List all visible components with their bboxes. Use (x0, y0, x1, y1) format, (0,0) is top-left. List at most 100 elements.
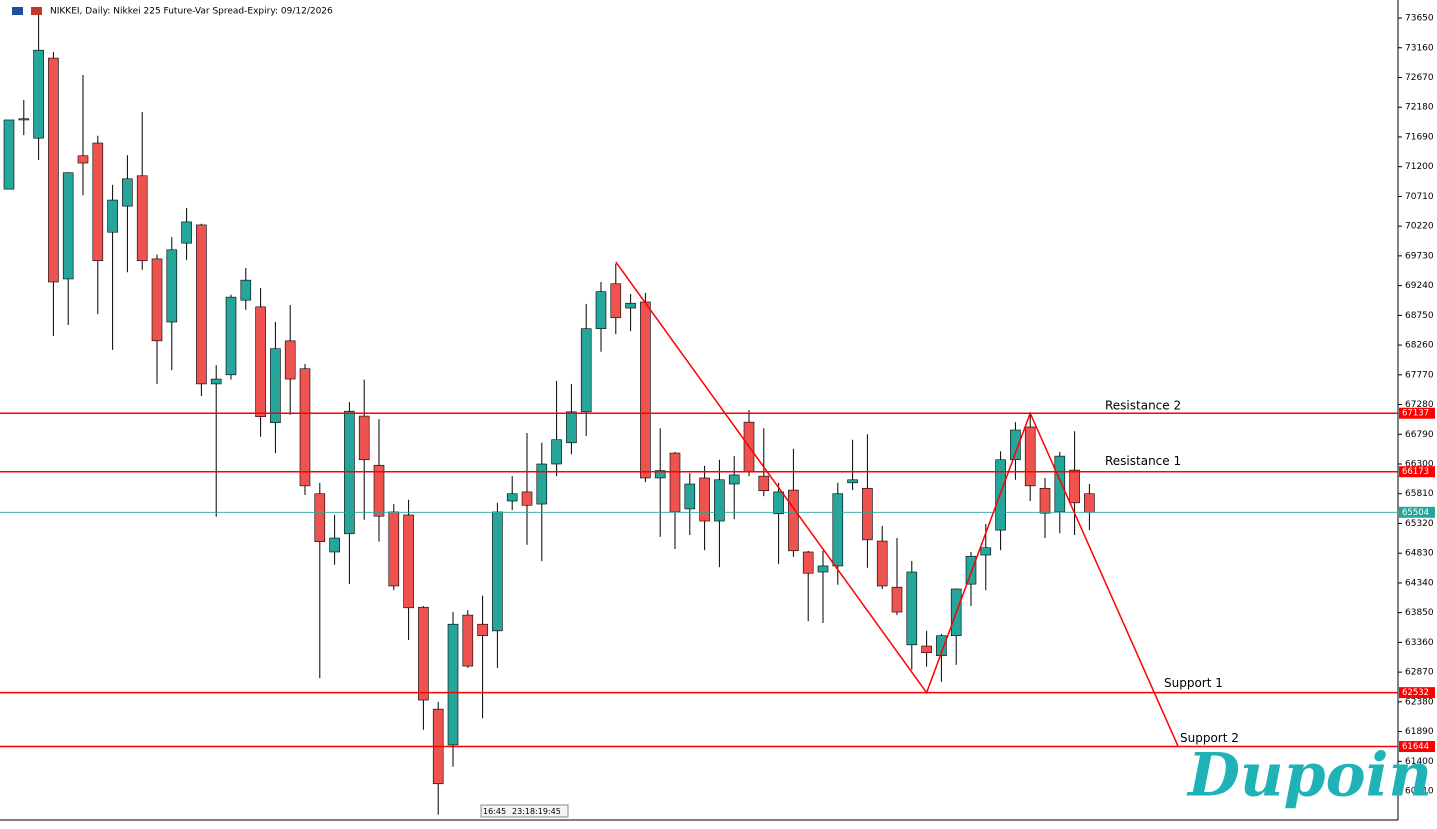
candle-body (788, 489, 799, 552)
watermark: Dupoin (1186, 741, 1432, 811)
y-tick-label: 68750 (1405, 311, 1434, 321)
y-tick-label: 69730 (1405, 251, 1434, 261)
candle-body (891, 586, 903, 613)
candle-body (358, 415, 370, 461)
candle-body (980, 547, 992, 556)
candle-body (610, 283, 622, 319)
candle-body (284, 340, 296, 380)
y-tick-label: 71200 (1405, 162, 1434, 172)
level-price-box (1399, 741, 1435, 753)
y-tick-label: 60910 (1405, 787, 1434, 797)
y-tick-label: 66790 (1405, 430, 1434, 440)
candle-body (477, 623, 488, 637)
level-label: Support 1 (1164, 676, 1223, 690)
y-tick-label: 67280 (1405, 400, 1434, 410)
candle-body (699, 477, 710, 522)
y-tick-label: 62380 (1405, 697, 1434, 707)
candle-body (210, 378, 222, 385)
y-tick-label: 62870 (1405, 668, 1434, 678)
level-price-box (1399, 407, 1435, 419)
candle-body (329, 537, 340, 553)
level-label: Resistance 2 (1105, 399, 1181, 413)
candle-body (566, 411, 577, 444)
last-price-box (1399, 506, 1435, 518)
candle-body (802, 551, 814, 574)
y-tick-label: 66300 (1405, 460, 1434, 470)
y-tick-label: 64340 (1405, 578, 1434, 588)
candle-body (270, 348, 281, 424)
level-price-box (1399, 687, 1435, 699)
candle-body (1024, 426, 1036, 487)
candle-body (965, 555, 977, 585)
candle-body (506, 493, 518, 502)
candle-body (773, 491, 784, 515)
level-price-label: 62532 (1402, 688, 1429, 698)
menu-icon (12, 7, 23, 15)
candle-body (33, 49, 44, 139)
candle-body (388, 511, 400, 587)
candle-body (107, 199, 118, 233)
timer-box (480, 804, 569, 818)
level-label: Resistance 1 (1105, 454, 1181, 468)
candle-body (758, 475, 770, 492)
y-tick-label: 71690 (1405, 132, 1434, 142)
y-tick-label: 70220 (1405, 222, 1434, 232)
candle-body (669, 452, 681, 513)
y-tick-label: 69240 (1405, 281, 1434, 291)
candle-body (1039, 487, 1051, 514)
candle-body (344, 410, 355, 535)
timer-time: 16:45 (483, 807, 506, 816)
candle-body (122, 178, 133, 207)
candle-body (832, 493, 844, 567)
candle-body (580, 328, 592, 413)
candle-body (921, 645, 932, 654)
candle-body (521, 491, 533, 506)
candle-body (847, 479, 858, 484)
candle-body (18, 118, 30, 121)
y-tick-label: 72180 (1405, 103, 1434, 113)
candle-body (625, 302, 636, 309)
y-tick-label: 63360 (1405, 638, 1434, 648)
candle-body (876, 540, 888, 587)
candle-body (314, 493, 326, 542)
level-price-box (1399, 466, 1435, 478)
candle-body (77, 155, 89, 164)
y-tick-label: 61890 (1405, 727, 1434, 737)
candle-body (551, 439, 562, 465)
candle-body (151, 258, 163, 342)
candle-body (418, 606, 429, 701)
candle-body (728, 474, 740, 485)
candle-body (62, 172, 74, 280)
candle-body (166, 249, 178, 323)
candle-body (595, 291, 607, 329)
candle-body (3, 119, 15, 190)
candle-body (462, 614, 474, 667)
timer: 16:45 23:18:19:45 (480, 804, 569, 818)
level-price-label: 66173 (1402, 467, 1429, 477)
candle-body (654, 470, 666, 479)
zigzag-line (615, 261, 1179, 747)
y-tick-label: 73650 (1405, 14, 1434, 24)
chart-title: NIKKEI, Daily: Nikkei 225 Future-Var Spr… (50, 7, 333, 17)
level-price-label: 61644 (1402, 742, 1429, 752)
candle-body (714, 479, 725, 522)
y-tick-label: 61400 (1405, 757, 1434, 767)
y-tick-label: 65320 (1405, 519, 1434, 529)
y-tick-label: 64830 (1405, 549, 1434, 559)
candle-body (906, 571, 918, 646)
candle-body (136, 175, 148, 262)
candle-body (640, 301, 651, 479)
candle-body (862, 487, 873, 541)
candle-body (684, 483, 696, 510)
level-price-label: 67137 (1402, 409, 1429, 419)
y-tick-label: 63850 (1405, 608, 1434, 618)
candle-body (255, 306, 266, 417)
candle-body (225, 296, 237, 376)
candle-body (1010, 429, 1021, 461)
y-tick-label: 70710 (1405, 192, 1434, 202)
candle-body (373, 464, 385, 517)
candle-body (492, 511, 503, 632)
